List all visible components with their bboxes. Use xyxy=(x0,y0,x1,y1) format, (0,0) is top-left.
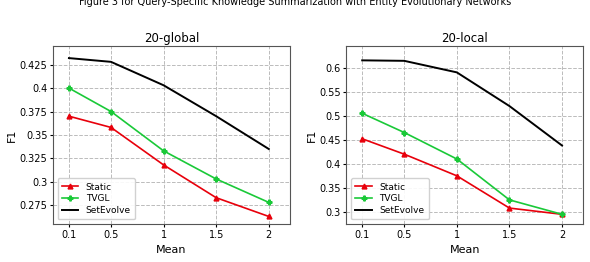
Static xyxy=(506,206,513,210)
Static xyxy=(65,114,73,118)
SetEvolve xyxy=(359,59,366,62)
Text: Figure 3 for Query-Specific Knowledge Summarization with Entity Evolutionary Net: Figure 3 for Query-Specific Knowledge Su… xyxy=(79,0,511,7)
TVGL xyxy=(453,157,460,161)
SetEvolve xyxy=(401,59,408,62)
SetEvolve xyxy=(506,105,513,108)
Y-axis label: F1: F1 xyxy=(7,128,17,142)
TVGL xyxy=(107,110,114,113)
Line: SetEvolve: SetEvolve xyxy=(69,58,269,149)
Legend: Static, TVGL, SetEvolve: Static, TVGL, SetEvolve xyxy=(58,178,135,220)
X-axis label: Mean: Mean xyxy=(450,245,480,255)
TVGL xyxy=(160,149,167,152)
SetEvolve xyxy=(453,71,460,74)
SetEvolve xyxy=(160,84,167,87)
Title: 20-local: 20-local xyxy=(441,32,488,45)
SetEvolve xyxy=(559,144,566,147)
Static xyxy=(453,174,460,177)
SetEvolve xyxy=(107,60,114,63)
Y-axis label: F1: F1 xyxy=(306,128,316,142)
Line: TVGL: TVGL xyxy=(67,86,271,205)
TVGL xyxy=(359,112,366,115)
Line: TVGL: TVGL xyxy=(360,111,565,217)
Static xyxy=(212,196,219,199)
SetEvolve xyxy=(212,114,219,118)
X-axis label: Mean: Mean xyxy=(156,245,186,255)
Static xyxy=(359,137,366,140)
TVGL xyxy=(212,177,219,181)
TVGL xyxy=(266,201,273,204)
TVGL xyxy=(401,131,408,134)
Static xyxy=(107,126,114,129)
Line: Static: Static xyxy=(67,114,271,219)
Static xyxy=(266,215,273,218)
TVGL xyxy=(506,198,513,201)
Static xyxy=(559,213,566,216)
Line: SetEvolve: SetEvolve xyxy=(362,60,562,145)
Static xyxy=(401,152,408,156)
Title: 20-global: 20-global xyxy=(144,32,199,45)
Line: Static: Static xyxy=(360,136,565,217)
SetEvolve xyxy=(266,148,273,151)
Legend: Static, TVGL, SetEvolve: Static, TVGL, SetEvolve xyxy=(351,178,428,220)
SetEvolve xyxy=(65,57,73,60)
TVGL xyxy=(559,213,566,216)
Static xyxy=(160,163,167,166)
TVGL xyxy=(65,86,73,90)
